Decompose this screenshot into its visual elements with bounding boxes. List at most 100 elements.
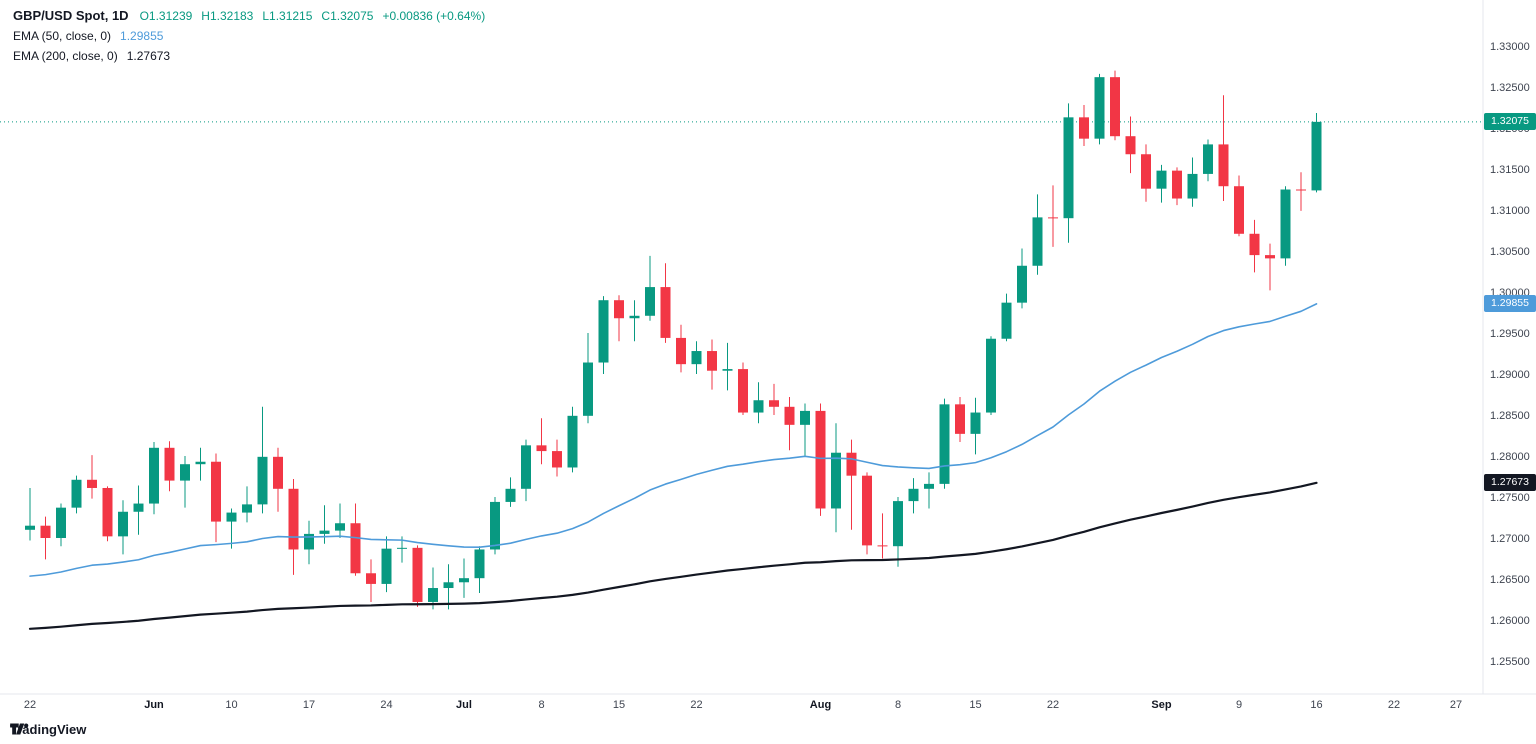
ema50-line[interactable] [29, 303, 1318, 577]
ema50-row[interactable]: EMA (50, close, 0) 1.29855 [13, 29, 485, 43]
time-tick-label: Aug [810, 699, 831, 711]
ohlc-change: +0.00836 (+0.64%) [382, 8, 486, 23]
candle-body [753, 400, 764, 413]
candle-body [180, 464, 190, 481]
time-axis[interactable] [0, 694, 1483, 744]
candle-body [490, 501, 500, 550]
candle-body [769, 400, 779, 407]
candle-body [707, 351, 717, 371]
candle-body [986, 338, 996, 413]
candle-body [738, 369, 748, 413]
candle-body [319, 530, 330, 534]
candle-body [660, 287, 671, 338]
candle-body [149, 447, 159, 504]
time-tick-label: 22 [690, 699, 702, 711]
ema200-line[interactable] [28, 481, 1318, 630]
time-tick-label: 8 [895, 699, 901, 711]
symbol-title[interactable]: GBP/USD Spot, 1D [13, 8, 129, 23]
candle-body [1249, 233, 1260, 256]
candle-body [862, 475, 872, 546]
price-tick-label: 1.29500 [1490, 328, 1530, 340]
ema200-label: EMA (200, close, 0) [13, 49, 118, 63]
candle-body [567, 415, 578, 468]
ohlc-low: L1.31215 [262, 8, 313, 23]
candle-body [381, 548, 392, 584]
candle-body [629, 315, 640, 319]
candle-body [598, 300, 609, 363]
time-tick-label: Sep [1151, 699, 1171, 711]
ema50-badge: 1.29855 [1484, 294, 1536, 312]
price-tick-label: 1.26500 [1490, 574, 1530, 586]
time-tick-label: 17 [303, 699, 315, 711]
candle-body [87, 479, 97, 488]
ema50-label: EMA (50, close, 0) [13, 29, 112, 43]
candle-body [1203, 144, 1213, 174]
candle-body [784, 406, 795, 425]
candle-body [521, 445, 531, 489]
candle-body [397, 547, 407, 549]
time-tick-label: 16 [1310, 699, 1322, 711]
candle-body [459, 578, 469, 583]
candle-body [831, 452, 841, 509]
candle-body [800, 410, 810, 425]
candle-body [304, 533, 314, 550]
candle-body [1079, 117, 1089, 139]
tradingview-logo[interactable]: TradingView [10, 722, 86, 737]
price-tick-label: 1.29000 [1490, 369, 1530, 381]
candle-body [412, 547, 423, 602]
candle-body [25, 525, 35, 530]
ema200-badge: 1.27673 [1484, 473, 1536, 491]
time-tick-label: Jun [144, 699, 164, 711]
candle-body [893, 501, 903, 547]
candle-body [1218, 144, 1229, 187]
candle-body [118, 511, 128, 537]
time-tick-label: 22 [1047, 699, 1059, 711]
candle-body [1017, 265, 1027, 303]
time-tick-label: 15 [613, 699, 625, 711]
candle-body [56, 507, 66, 538]
ema200-value: 1.27673 [126, 49, 171, 63]
candle-body [273, 456, 283, 489]
candle-body [71, 479, 82, 508]
ema50-value: 1.29855 [120, 29, 164, 43]
candle-body [1125, 136, 1136, 155]
time-tick-label: Jul [456, 699, 472, 711]
candle-body [195, 461, 206, 465]
candle-body [924, 483, 934, 489]
candle-body [1001, 302, 1012, 339]
candle-body [1311, 121, 1322, 191]
candle-body [676, 337, 686, 365]
time-tick-label: 9 [1236, 699, 1242, 711]
candle-body [257, 456, 268, 505]
ohlc-close: C1.32075 [321, 8, 374, 23]
time-tick-label: 22 [1388, 699, 1400, 711]
candle-body [955, 404, 965, 434]
symbol-row[interactable]: GBP/USD Spot, 1D O1.31239 H1.32183 L1.31… [13, 8, 485, 23]
ema200-row[interactable]: EMA (200, close, 0) 1.27673 [13, 49, 485, 63]
candle-body [1296, 189, 1306, 191]
time-tick-label: 22 [24, 699, 36, 711]
price-tick-label: 1.30500 [1490, 246, 1530, 258]
tradingview-logo-icon [10, 723, 29, 735]
price-tick-label: 1.28500 [1490, 410, 1530, 422]
price-axis[interactable] [1483, 0, 1536, 694]
candle-body [645, 287, 655, 316]
candle-body [211, 461, 221, 522]
time-tick-label: 10 [225, 699, 237, 711]
candle-body [133, 503, 144, 512]
candle-body [1172, 170, 1182, 199]
candle-body [1032, 217, 1043, 266]
candle-body [846, 452, 857, 476]
candle-body [366, 573, 376, 584]
candle-body [40, 525, 51, 538]
candle-body [970, 412, 981, 434]
ohlc-high: H1.32183 [201, 8, 254, 23]
candle-body [428, 588, 438, 602]
time-tick-label: 8 [538, 699, 544, 711]
candle-body [877, 545, 888, 547]
time-tick-label: 27 [1450, 699, 1462, 711]
candle-body [722, 369, 733, 371]
